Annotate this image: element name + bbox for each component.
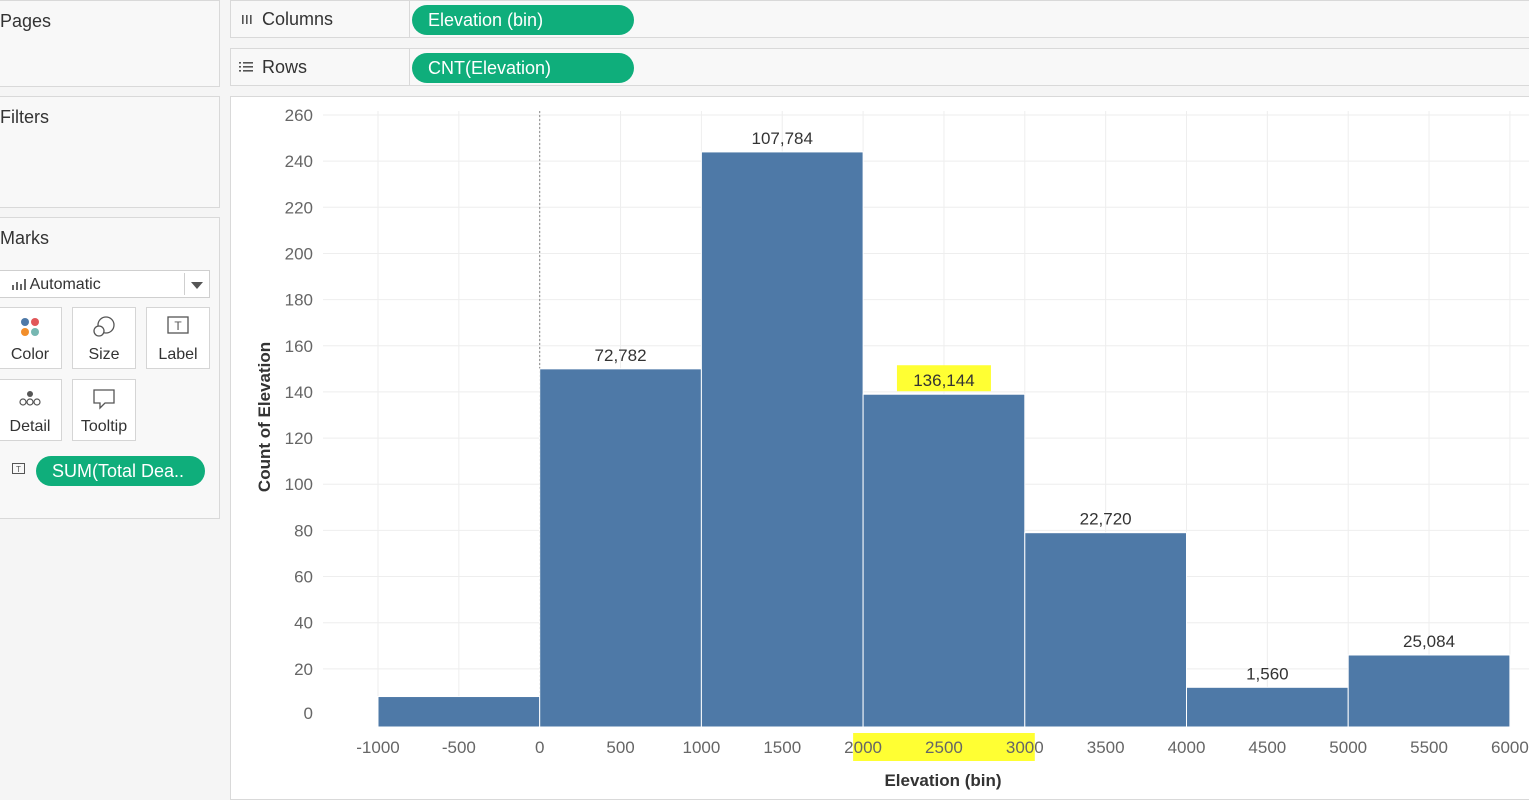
- columns-label: Columns: [262, 9, 334, 29]
- y-tick-label: 40: [294, 614, 313, 633]
- svg-text:T: T: [174, 319, 182, 333]
- bar-1000[interactable]: [700, 151, 864, 728]
- y-tick-label: 240: [285, 152, 313, 171]
- x-axis-title: Elevation (bin): [884, 771, 1001, 790]
- y-tick-label: 80: [294, 521, 313, 540]
- y-axis-title: Count of Elevation: [255, 342, 274, 492]
- x-axis-ticks: -1000 -500 0 500 1000 1500 2000 2500 3000 3500 400…: [356, 733, 1529, 761]
- filters-card[interactable]: Filters: [0, 96, 220, 208]
- rows-label: Rows: [262, 57, 308, 77]
- x-tick-label: -1000: [356, 738, 399, 757]
- x-tick-label: 6000: [1491, 738, 1529, 757]
- label-pill[interactable]: SUM(Total Dea..: [36, 456, 205, 486]
- bars: [377, 151, 1511, 728]
- y-tick-label: 180: [285, 291, 313, 310]
- x-tick-label: 1000: [682, 738, 720, 757]
- x-tick-label: 500: [606, 738, 634, 757]
- x-tick-label: 3000: [1006, 738, 1044, 757]
- highlight-mark: [896, 365, 991, 392]
- x-tick-label: 1500: [763, 738, 801, 757]
- bar-label: 72,782: [595, 346, 647, 365]
- size-button[interactable]: Size: [72, 307, 136, 369]
- label-icon: T: [167, 316, 189, 334]
- y-tick-label: 160: [285, 337, 313, 356]
- bar-4000[interactable]: [1186, 686, 1349, 728]
- histogram-chart: 72,782 107,784 136,144 22,720 1,560 25,084 0 2…: [255, 106, 1529, 790]
- rows-icon: [239, 62, 253, 72]
- y-tick-label: 140: [285, 383, 313, 402]
- columns-icon: [242, 15, 252, 24]
- rows-pill[interactable]: CNT(Elevation): [412, 53, 634, 83]
- size-button-label: Size: [88, 346, 120, 363]
- y-tick-label: 60: [294, 568, 313, 587]
- label-button[interactable]: T Label: [146, 307, 210, 369]
- bar-0[interactable]: [539, 368, 702, 728]
- bar-label: 136,144: [913, 371, 974, 390]
- marks-card: Marks Automatic Color Size: [0, 217, 220, 519]
- bar-chart-icon: [12, 279, 26, 290]
- rows-shelf[interactable]: Rows CNT(Elevation): [230, 48, 1529, 86]
- y-tick-label: 120: [285, 429, 313, 448]
- svg-text:T: T: [16, 465, 21, 474]
- bar-labels: 72,782 107,784 136,144 22,720 1,560 25,084: [595, 129, 1456, 683]
- y-tick-label: 200: [285, 244, 313, 263]
- y-tick-label: 260: [285, 106, 313, 125]
- color-dots-icon: [21, 318, 39, 336]
- detail-button-label: Detail: [9, 418, 51, 435]
- left-panel: Pages Filters Marks Automatic Color: [0, 0, 228, 800]
- x-tick-label: 2000: [844, 738, 882, 757]
- x-tick-label: 5500: [1410, 738, 1448, 757]
- bar-3000[interactable]: [1024, 532, 1187, 728]
- highlight-mark: [853, 733, 1035, 761]
- bar-2000[interactable]: [862, 393, 1026, 728]
- tooltip-button[interactable]: Tooltip: [72, 379, 136, 441]
- bar-label: 25,084: [1403, 632, 1455, 651]
- y-tick-label: 220: [285, 198, 313, 217]
- bar-5000[interactable]: [1347, 654, 1511, 728]
- tooltip-button-label: Tooltip: [80, 418, 128, 435]
- bar-label: 1,560: [1246, 664, 1289, 683]
- label-button-label: Label: [158, 346, 198, 363]
- y-tick-label: 20: [294, 660, 313, 679]
- chart-view: 72,782 107,784 136,144 22,720 1,560 25,084 0 2…: [230, 96, 1529, 800]
- detail-icon: [19, 391, 41, 406]
- x-tick-label: 4000: [1168, 738, 1206, 757]
- y-tick-label: 0: [304, 704, 313, 723]
- y-axis-ticks: 0 20 40 60 80 100 120 140 160 180 200 220 240 260: [285, 106, 313, 723]
- bar-label: 22,720: [1080, 510, 1132, 529]
- color-button[interactable]: Color: [0, 307, 62, 369]
- filters-title: Filters: [0, 107, 49, 127]
- color-button-label: Color: [10, 346, 50, 363]
- mark-type-value: Automatic: [29, 276, 101, 293]
- size-icon: [93, 316, 115, 337]
- detail-button[interactable]: Detail: [0, 379, 62, 441]
- marks-title: Marks: [0, 228, 49, 248]
- bar--1000[interactable]: [377, 696, 541, 728]
- x-tick-label: -500: [442, 738, 476, 757]
- x-tick-label: 0: [535, 738, 544, 757]
- pages-card[interactable]: Pages: [0, 0, 220, 87]
- pages-title: Pages: [0, 11, 52, 31]
- x-tick-label: 3500: [1087, 738, 1125, 757]
- chevron-down-icon[interactable]: [191, 282, 203, 289]
- y-tick-label: 100: [285, 475, 313, 494]
- tooltip-icon: [93, 389, 115, 410]
- columns-pill[interactable]: Elevation (bin): [412, 5, 634, 35]
- bar-label: 107,784: [752, 129, 813, 148]
- x-tick-label: 5000: [1329, 738, 1367, 757]
- mark-type-dropdown[interactable]: Automatic: [0, 270, 210, 298]
- x-tick-label: 2500: [925, 738, 963, 757]
- text-label-icon: T: [12, 463, 25, 474]
- columns-shelf[interactable]: Columns Elevation (bin): [230, 0, 1529, 38]
- x-tick-label: 4500: [1248, 738, 1286, 757]
